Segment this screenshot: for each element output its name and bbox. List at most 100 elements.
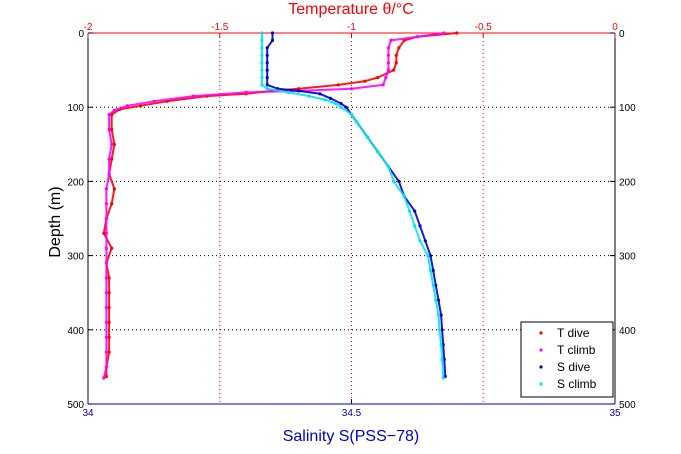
data-point [297, 89, 301, 93]
data-point [270, 31, 275, 35]
data-point [104, 261, 108, 265]
data-point [349, 87, 354, 91]
data-point [442, 357, 446, 362]
data-point [386, 61, 390, 65]
data-point [363, 79, 367, 83]
data-point [265, 61, 269, 65]
data-point [318, 92, 322, 96]
data-point [107, 320, 111, 324]
data-point [260, 31, 264, 35]
data-point [110, 246, 114, 250]
data-point [389, 38, 393, 43]
data-point [107, 335, 111, 339]
depth-tick-label-left-2: 200 [67, 177, 84, 188]
data-point [323, 98, 327, 102]
depth-tick-label-left-1: 100 [67, 103, 84, 114]
data-point [265, 87, 269, 91]
data-point [386, 46, 390, 50]
data-point [397, 179, 401, 183]
legend-label-2: S dive [557, 360, 591, 374]
data-point [125, 104, 130, 108]
data-point [392, 68, 396, 72]
legend-marker-2 [539, 365, 543, 369]
data-point [265, 83, 269, 87]
data-point [413, 224, 417, 228]
data-point [110, 157, 114, 161]
legend-box [520, 321, 614, 398]
x-axis-label: Salinity S(PSS−78) [283, 428, 420, 445]
series-s-climb [260, 31, 445, 380]
data-point [286, 90, 290, 94]
data-point [402, 194, 406, 198]
data-point [386, 68, 390, 72]
data-point [415, 35, 419, 39]
series-layer [102, 31, 459, 380]
legend-marker-3 [539, 382, 543, 386]
data-point [104, 276, 108, 280]
data-point [191, 94, 195, 98]
data-point [270, 38, 275, 43]
data-point [104, 374, 108, 379]
data-point [107, 276, 111, 280]
data-point [260, 83, 264, 87]
data-point [455, 31, 459, 35]
temperature-tick-label-1: -1.5 [211, 22, 229, 33]
data-point [139, 104, 143, 108]
data-point [384, 75, 388, 80]
data-point [104, 202, 108, 206]
data-point [344, 105, 348, 109]
data-point [355, 120, 359, 124]
depth-tick-label-right-5: 500 [619, 400, 636, 411]
legend-label-1: T climb [557, 343, 596, 357]
legend-marker-0 [539, 331, 543, 335]
data-point [102, 231, 106, 235]
data-point [110, 202, 114, 206]
data-point [437, 328, 442, 332]
depth-tick-label-right-0: 0 [619, 29, 625, 40]
data-point [394, 61, 398, 65]
data-point [440, 357, 444, 362]
depth-tick-label-left-4: 400 [67, 326, 84, 337]
depth-tick-label-left-0: 0 [78, 29, 84, 40]
data-point [439, 343, 443, 347]
data-point [336, 83, 340, 87]
data-point [107, 350, 111, 354]
data-point [104, 320, 108, 324]
data-point [104, 350, 108, 354]
data-point [434, 298, 438, 302]
legend-label-3: S climb [557, 377, 597, 391]
data-point [413, 209, 417, 213]
data-point [104, 187, 108, 191]
data-point [107, 172, 111, 176]
temperature-tick-label-3: -0.5 [475, 22, 493, 33]
data-point [104, 335, 108, 339]
data-point [110, 142, 114, 146]
salinity-tick-label-2: 35 [609, 408, 621, 419]
data-point [428, 268, 433, 272]
data-point [386, 165, 390, 169]
data-point [265, 53, 269, 57]
data-point [426, 254, 430, 258]
data-point [260, 53, 264, 57]
data-point [104, 305, 108, 310]
data-point [436, 313, 441, 317]
y-axis-label: Depth (m) [47, 186, 64, 257]
data-point [244, 90, 248, 94]
data-point [439, 313, 443, 317]
data-point [112, 108, 116, 112]
data-point [104, 246, 108, 250]
data-point [265, 68, 269, 72]
data-point [418, 239, 422, 243]
temperature-tick-label-2: -1 [347, 22, 356, 33]
data-point [407, 209, 412, 213]
data-point [431, 268, 435, 272]
data-point [376, 150, 380, 154]
data-point [112, 142, 116, 146]
temperature-tick-label-0: -2 [84, 22, 93, 33]
data-point [436, 298, 441, 302]
depth-tick-label-right-1: 100 [619, 103, 636, 114]
legend-marker-1 [539, 348, 543, 352]
data-point [112, 187, 116, 191]
depth-tick-label-left-5: 500 [67, 400, 84, 411]
data-point [394, 53, 398, 57]
